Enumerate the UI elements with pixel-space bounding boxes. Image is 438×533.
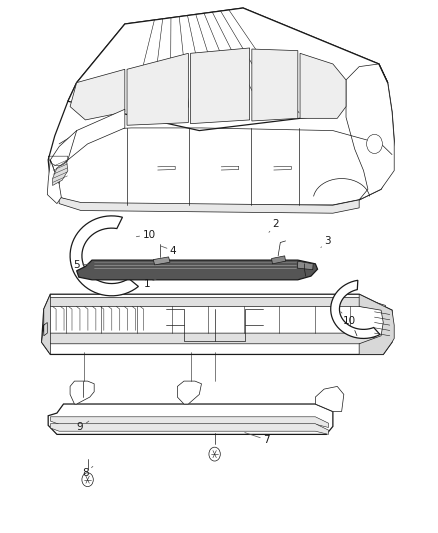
Polygon shape (300, 53, 346, 118)
Polygon shape (47, 333, 385, 346)
Polygon shape (50, 424, 328, 434)
Polygon shape (297, 261, 313, 270)
Polygon shape (68, 8, 388, 131)
Polygon shape (177, 381, 201, 404)
Polygon shape (53, 161, 68, 185)
Polygon shape (70, 69, 125, 120)
Polygon shape (47, 160, 61, 204)
Polygon shape (359, 294, 394, 354)
Polygon shape (346, 64, 394, 200)
Text: 8: 8 (82, 466, 93, 478)
Text: 4: 4 (161, 246, 177, 255)
Text: 2: 2 (269, 219, 279, 232)
Text: 9: 9 (77, 421, 89, 432)
Circle shape (82, 473, 93, 487)
Text: 3: 3 (321, 236, 331, 247)
Circle shape (367, 134, 382, 154)
Text: 1: 1 (143, 278, 157, 288)
Text: 5: 5 (73, 261, 89, 270)
Polygon shape (127, 53, 188, 125)
Polygon shape (191, 48, 250, 124)
Polygon shape (153, 257, 170, 265)
Polygon shape (272, 256, 286, 264)
Polygon shape (42, 294, 392, 354)
Polygon shape (59, 197, 359, 213)
Polygon shape (48, 8, 394, 205)
Polygon shape (42, 294, 50, 354)
Polygon shape (70, 216, 138, 296)
Polygon shape (331, 280, 380, 338)
Polygon shape (315, 386, 344, 411)
Polygon shape (47, 297, 385, 309)
Text: 10: 10 (341, 312, 356, 326)
Polygon shape (70, 381, 94, 404)
Text: 10: 10 (136, 230, 155, 239)
Polygon shape (77, 260, 318, 280)
Polygon shape (50, 417, 328, 427)
Circle shape (209, 447, 220, 461)
Polygon shape (50, 109, 125, 184)
Polygon shape (252, 49, 298, 121)
Text: 7: 7 (245, 433, 270, 445)
Polygon shape (48, 404, 333, 434)
